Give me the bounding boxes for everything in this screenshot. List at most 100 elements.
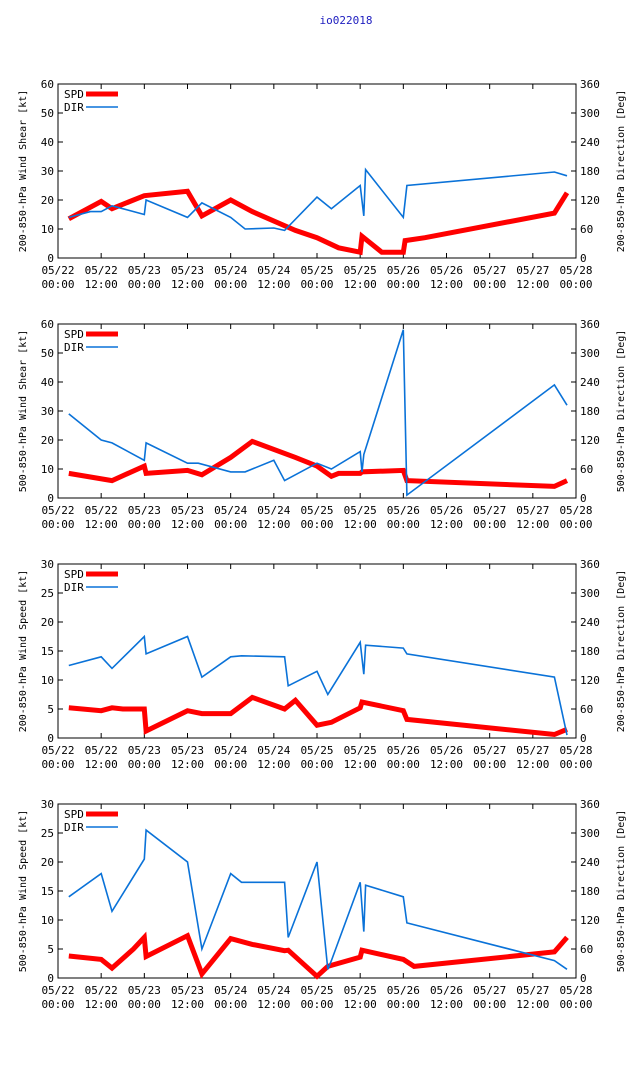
page-title: io022018 [320, 14, 373, 27]
x-tick-label-date: 05/25 [300, 744, 333, 757]
x-tick-label-date: 05/27 [516, 264, 549, 277]
chart-panel-3: 05101520253006012018024030036005/2200:00… [18, 558, 627, 771]
x-tick-label-time: 00:00 [214, 518, 247, 531]
x-tick-label-time: 12:00 [344, 758, 377, 771]
legend-label-dir: DIR [64, 101, 84, 114]
x-tick-label-time: 00:00 [387, 758, 420, 771]
x-tick-label-date: 05/22 [41, 744, 74, 757]
x-tick-label-date: 05/24 [257, 504, 290, 517]
x-tick-label-time: 00:00 [473, 278, 506, 291]
x-tick-label-time: 12:00 [344, 998, 377, 1011]
x-tick-label-date: 05/23 [171, 984, 204, 997]
spd-series-line [68, 931, 569, 980]
x-tick-label-date: 05/26 [430, 504, 463, 517]
x-tick-label-time: 00:00 [559, 998, 592, 1011]
x-tick-label-date: 05/25 [344, 264, 377, 277]
x-tick-label-date: 05/25 [300, 984, 333, 997]
right-tick-label: 120 [580, 434, 600, 447]
x-tick-label-date: 05/25 [300, 504, 333, 517]
left-tick-label: 10 [41, 914, 54, 927]
x-tick-label-time: 12:00 [171, 998, 204, 1011]
x-tick-label-time: 12:00 [430, 758, 463, 771]
x-tick-label-date: 05/24 [257, 744, 290, 757]
x-tick-label-date: 05/27 [516, 744, 549, 757]
x-tick-label-time: 00:00 [214, 758, 247, 771]
spd-series-line [68, 438, 569, 489]
right-tick-label: 300 [580, 587, 600, 600]
left-tick-label: 40 [41, 376, 54, 389]
chart-panel-1: 010203040506006012018024030036005/2200:0… [18, 78, 627, 291]
x-tick-label-date: 05/24 [257, 984, 290, 997]
x-tick-label-time: 12:00 [430, 518, 463, 531]
right-tick-label: 180 [580, 165, 600, 178]
legend-label-spd: SPD [64, 568, 84, 581]
chart-panel-4: 05101520253006012018024030036005/2200:00… [18, 798, 627, 1011]
x-tick-label-date: 05/22 [41, 984, 74, 997]
x-tick-label-date: 05/23 [128, 264, 161, 277]
x-tick-label-time: 00:00 [128, 518, 161, 531]
x-tick-label-time: 12:00 [516, 998, 549, 1011]
right-tick-label: 0 [580, 252, 587, 265]
left-tick-label: 50 [41, 107, 54, 120]
left-tick-label: 25 [41, 587, 54, 600]
x-tick-label-date: 05/22 [41, 504, 74, 517]
x-tick-label-time: 12:00 [430, 998, 463, 1011]
right-tick-label: 240 [580, 136, 600, 149]
y-axis-title-right: 500-850-hPa Direction [Deg] [616, 810, 627, 973]
plot-frame [57, 83, 577, 259]
x-tick-label-time: 12:00 [516, 518, 549, 531]
right-tick-label: 300 [580, 827, 600, 840]
right-tick-label: 60 [580, 703, 593, 716]
x-tick-label-time: 12:00 [171, 518, 204, 531]
x-tick-label-date: 05/27 [473, 984, 506, 997]
legend-label-spd: SPD [64, 88, 84, 101]
x-tick-label-time: 12:00 [85, 278, 118, 291]
left-tick-label: 50 [41, 347, 54, 360]
left-tick-label: 10 [41, 463, 54, 476]
spd-series-line [67, 188, 570, 256]
x-tick-label-date: 05/27 [473, 504, 506, 517]
dir-series-line [68, 634, 568, 736]
y-axis-title-left: 500-850-hPa Wind Shear [kt] [18, 330, 29, 493]
x-tick-label-date: 05/24 [214, 744, 247, 757]
left-tick-label: 30 [41, 798, 54, 811]
x-tick-label-date: 05/23 [171, 504, 204, 517]
left-tick-label: 40 [41, 136, 54, 149]
x-tick-label-date: 05/26 [387, 504, 420, 517]
right-tick-label: 300 [580, 347, 600, 360]
y-axis-title-right: 500-850-hPa Direction [Deg] [616, 330, 627, 493]
left-tick-label: 30 [41, 165, 54, 178]
dir-series-line [68, 828, 568, 970]
right-tick-label: 60 [580, 463, 593, 476]
x-tick-label-time: 00:00 [128, 998, 161, 1011]
x-tick-label-time: 00:00 [214, 998, 247, 1011]
right-tick-label: 60 [580, 943, 593, 956]
left-tick-label: 0 [47, 972, 54, 985]
right-tick-label: 240 [580, 616, 600, 629]
x-tick-label-date: 05/24 [214, 504, 247, 517]
x-tick-label-time: 12:00 [257, 278, 290, 291]
right-tick-label: 180 [580, 405, 600, 418]
x-tick-label-date: 05/27 [516, 504, 549, 517]
x-tick-label-time: 12:00 [171, 758, 204, 771]
left-tick-label: 30 [41, 558, 54, 571]
x-tick-label-time: 00:00 [387, 518, 420, 531]
x-tick-label-date: 05/26 [430, 744, 463, 757]
left-tick-label: 0 [47, 492, 54, 505]
x-tick-label-time: 12:00 [85, 998, 118, 1011]
x-tick-label-time: 12:00 [85, 518, 118, 531]
y-axis-title-right: 200-850-hPa Direction [Deg] [616, 90, 627, 253]
right-tick-label: 240 [580, 376, 600, 389]
legend-label-dir: DIR [64, 341, 84, 354]
x-tick-label-time: 00:00 [473, 998, 506, 1011]
right-tick-label: 300 [580, 107, 600, 120]
x-tick-label-time: 00:00 [559, 278, 592, 291]
x-tick-label-date: 05/24 [214, 264, 247, 277]
x-tick-label-time: 12:00 [516, 758, 549, 771]
x-tick-label-time: 12:00 [344, 518, 377, 531]
right-tick-label: 180 [580, 645, 600, 658]
left-tick-label: 30 [41, 405, 54, 418]
y-axis-title-right: 200-850-hPa Direction [Deg] [616, 570, 627, 733]
x-tick-label-time: 00:00 [128, 758, 161, 771]
x-tick-label-time: 00:00 [41, 998, 74, 1011]
